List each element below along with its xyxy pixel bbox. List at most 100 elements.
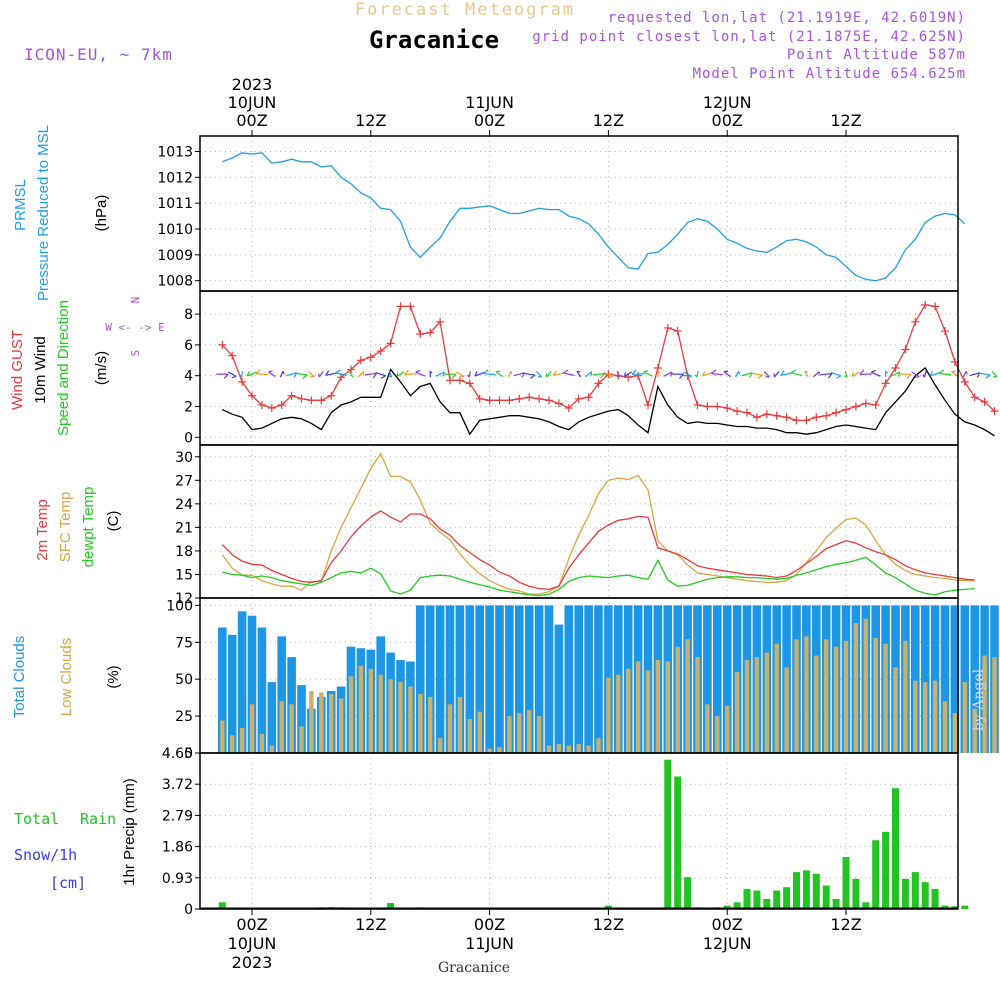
- gust-point: [861, 399, 870, 408]
- gust-point: [406, 302, 415, 311]
- bar-low-clouds: [447, 704, 453, 753]
- wind-arrow: [870, 369, 881, 377]
- gust-point: [871, 400, 880, 409]
- gust-point: [653, 364, 662, 372]
- bar-low-clouds: [814, 655, 819, 753]
- wind-arrow: [545, 370, 552, 378]
- series-10m-wind: [222, 367, 995, 437]
- wind-arrow: [246, 371, 257, 377]
- gust-point: [822, 411, 831, 420]
- wind-arrow: [631, 369, 645, 376]
- bar-low-clouds: [388, 679, 393, 753]
- ytick-label: 75: [175, 635, 193, 651]
- wind-arrow: [711, 369, 724, 376]
- gust-point: [218, 340, 227, 349]
- wind-arrow: [843, 371, 848, 378]
- bar-low-clouds: [220, 720, 225, 753]
- bar-low-clouds: [804, 636, 809, 753]
- gust-point: [851, 402, 860, 411]
- ytick-label: 18: [175, 544, 193, 560]
- gust-point: [535, 394, 544, 403]
- bar-low-clouds: [685, 639, 690, 753]
- gust-point: [228, 351, 237, 360]
- wind-arrow: [603, 371, 614, 379]
- wind-arrow: [523, 372, 536, 379]
- wind-arrow: [268, 370, 276, 378]
- gridpoint-coords: grid point closest lon,lat (21.1875E, 42…: [532, 29, 966, 45]
- wind-arrow: [325, 370, 337, 376]
- gust-point: [970, 393, 979, 402]
- wind-arrow: [962, 370, 968, 378]
- bar-low-clouds: [437, 738, 443, 753]
- bar-low-clouds: [230, 735, 235, 753]
- pressure-ylabels: PRMSL Pressure Reduced to MSL (hPa): [12, 125, 110, 301]
- bottom-time-label: 12Z: [355, 915, 386, 934]
- temp2m-label: 2m Temp: [34, 499, 51, 560]
- wind-arrow: [804, 370, 809, 378]
- ytick-label: 24: [175, 497, 193, 513]
- bar-total-clouds: [247, 615, 257, 753]
- bar-low-clouds: [487, 748, 492, 753]
- wind-arrow: [694, 371, 699, 378]
- gust-point: [386, 339, 395, 348]
- gust-point: [317, 396, 326, 405]
- bar-low-clouds: [576, 744, 581, 753]
- wind-arrow: [286, 372, 298, 378]
- gust-point: [475, 394, 484, 403]
- bar-total-clouds: [455, 605, 465, 753]
- top-time-label: 00Z: [474, 111, 505, 130]
- bar-low-clouds: [329, 693, 334, 753]
- gust-point: [792, 416, 801, 425]
- bar-rain: [387, 902, 395, 909]
- bar-total-clouds: [703, 605, 712, 753]
- bottom-time-label: 00Z: [712, 915, 743, 934]
- bar-low-clouds: [586, 745, 591, 753]
- gust-point: [297, 394, 306, 403]
- percent-label: (%): [105, 665, 122, 688]
- panels: 1008100910101011101210130246812151821242…: [157, 135, 999, 918]
- bar-low-clouds: [764, 652, 769, 753]
- bottom-time-label: 12JUN: [703, 934, 752, 953]
- snow-label: Snow/1h: [14, 846, 77, 864]
- compass-we: W <- -> E: [105, 321, 165, 334]
- gust-point: [713, 402, 722, 411]
- bar-total-clouds: [930, 605, 940, 753]
- bar-total-clouds: [970, 605, 979, 753]
- compass-n: N: [129, 297, 142, 304]
- bar-rain: [684, 877, 692, 909]
- temp-ylabels: 2m Temp SFC Temp dewpt Temp (C): [34, 487, 122, 568]
- wind-gust-label: Wind GUST: [9, 330, 26, 410]
- bar-low-clouds: [784, 667, 789, 753]
- wind-arrow: [388, 370, 393, 378]
- series-dewpt-temp: [222, 556, 975, 597]
- wind-arrow: [951, 370, 959, 378]
- footer-station: Gracanice: [438, 960, 510, 976]
- ytick-label: 4: [184, 369, 193, 385]
- bar-low-clouds: [715, 716, 720, 753]
- bar-low-clouds: [734, 671, 740, 753]
- wind-arrow: [396, 371, 405, 378]
- bar-total-clouds: [515, 605, 524, 753]
- gust-point: [703, 402, 712, 411]
- bar-total-clouds: [465, 605, 475, 753]
- bar-rain: [872, 840, 880, 909]
- gust-point: [396, 302, 405, 311]
- bar-low-clouds: [596, 738, 601, 753]
- gust-point: [545, 396, 553, 405]
- bottom-time-label: 2023: [232, 953, 273, 972]
- gust-point: [644, 400, 652, 409]
- gust-point: [901, 345, 910, 354]
- wind-arrow: [890, 371, 901, 377]
- pressure-msl-label: Pressure Reduced to MSL: [35, 125, 52, 301]
- panel-precip: 0 0.93 1.86 2.79 3.72 4.65: [162, 746, 969, 918]
- bar-low-clouds: [744, 660, 750, 753]
- wind-arrow: [922, 371, 927, 378]
- wind-arrow: [563, 369, 575, 377]
- bar-total-clouds: [713, 605, 722, 753]
- wind-arrow: [536, 371, 543, 378]
- wind-arrow: [429, 370, 433, 378]
- bar-total-clouds: [257, 627, 267, 753]
- gust-point: [257, 400, 266, 409]
- bar-low-clouds: [655, 660, 661, 753]
- ytick-label: 12: [175, 591, 193, 607]
